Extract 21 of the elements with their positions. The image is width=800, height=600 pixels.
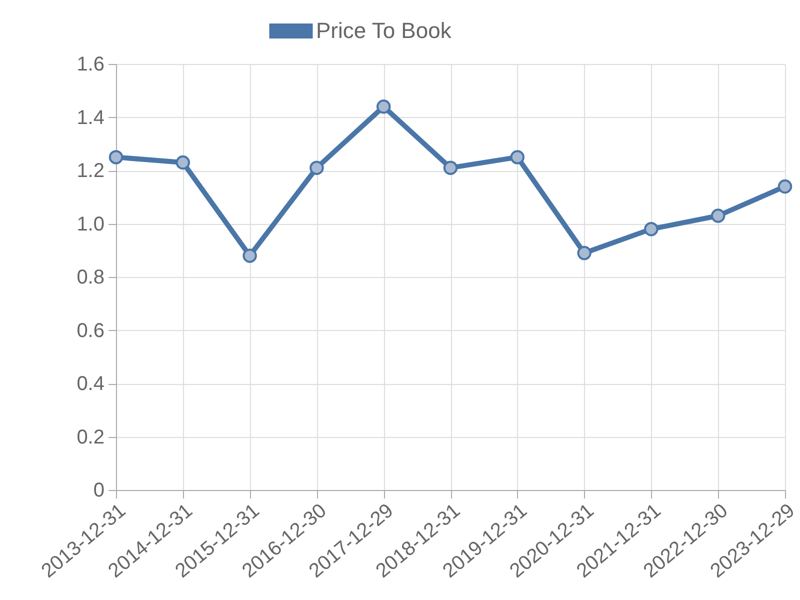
point bbox=[376, 99, 391, 114]
y-tick-label: 0.4 bbox=[76, 373, 104, 395]
point bbox=[310, 160, 324, 175]
point bbox=[577, 246, 592, 260]
y-tick-label: 1.2 bbox=[76, 160, 104, 182]
point bbox=[242, 248, 257, 263]
y-tick-label: 0 bbox=[93, 480, 104, 502]
point bbox=[644, 222, 658, 236]
y-tick-label: 0.6 bbox=[76, 320, 104, 342]
point bbox=[176, 155, 190, 170]
y-tick-label: 1.0 bbox=[76, 213, 104, 236]
y-tick-label: 1.4 bbox=[76, 106, 104, 129]
y-tick-label: 1.6 bbox=[76, 54, 104, 76]
y-tick-label: 0.8 bbox=[76, 266, 104, 288]
point bbox=[510, 150, 525, 164]
point bbox=[108, 150, 124, 164]
legend-label: Price To Book bbox=[316, 18, 452, 43]
point bbox=[710, 208, 726, 223]
y-tick-label: 0.2 bbox=[76, 426, 104, 448]
point bbox=[778, 179, 792, 194]
point bbox=[443, 160, 458, 175]
